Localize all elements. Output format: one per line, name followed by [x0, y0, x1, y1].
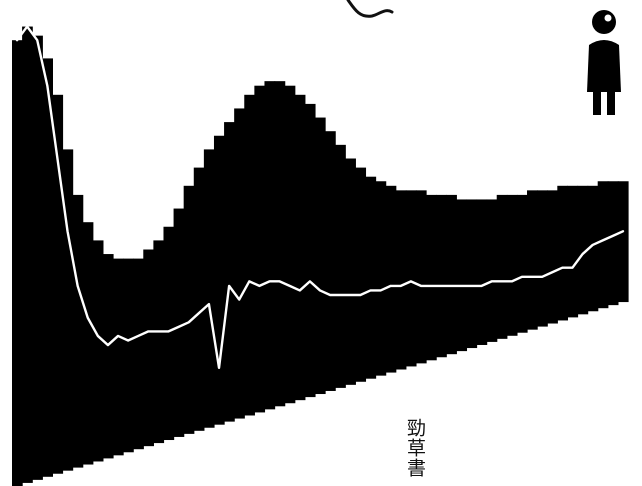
- chart-bar: [355, 167, 367, 382]
- chart-bar: [415, 190, 427, 364]
- vertical-caption: 勁草書: [404, 418, 426, 478]
- chart-bar: [133, 258, 144, 450]
- chart-bar: [193, 167, 205, 431]
- scribble-mark: [346, 0, 394, 18]
- chart-bar: [426, 194, 437, 361]
- series-line: [15, 25, 625, 369]
- chart-bar: [557, 185, 569, 321]
- chart-bar: [42, 58, 53, 477]
- chart-bar: [436, 194, 447, 358]
- chart-bar: [314, 117, 326, 395]
- chart-bar: [496, 194, 508, 339]
- chart-bar: [32, 35, 43, 480]
- chart-bar: [72, 194, 84, 468]
- chart-bar: [456, 199, 468, 352]
- standing-figure-icon: [587, 10, 621, 115]
- chart-bar: [516, 194, 528, 333]
- chart-bar: [304, 103, 316, 398]
- chart-bar: [486, 199, 498, 342]
- chart-bar: [446, 194, 457, 355]
- chart-bar: [274, 81, 286, 407]
- chart-bar: [325, 131, 336, 391]
- chart-bar: [92, 240, 104, 462]
- chart-bar: [102, 254, 114, 459]
- chart-bar: [82, 222, 94, 465]
- chart-bar: [335, 144, 346, 388]
- chart-bar: [264, 81, 276, 410]
- chart-bar: [123, 258, 134, 453]
- chart-bar: [577, 185, 589, 315]
- chart-bar: [506, 194, 518, 336]
- chart-bar: [234, 108, 245, 419]
- chart-bar: [375, 181, 387, 376]
- bars-layer: [12, 26, 629, 486]
- chart-bar: [587, 185, 599, 312]
- chart-bar: [385, 185, 397, 373]
- chart-bar: [537, 190, 548, 327]
- chart-bar: [203, 149, 215, 428]
- chart-bar: [62, 149, 74, 471]
- chart-bar: [617, 181, 629, 303]
- chart-bar: [112, 258, 124, 456]
- chart-bar: [466, 199, 478, 349]
- chart-bar: [153, 240, 165, 444]
- chart-bar: [244, 94, 255, 416]
- chart-bar: [294, 94, 306, 401]
- chart-bar: [213, 135, 225, 425]
- chart-bar: [607, 181, 619, 306]
- chart-bar: [173, 208, 185, 437]
- chart-bar: [547, 190, 558, 324]
- chart-bar: [395, 190, 407, 370]
- chart-bar: [254, 85, 266, 413]
- chart-bar: [476, 199, 488, 345]
- chart-bar: [284, 85, 296, 404]
- chart-bar: [345, 158, 356, 385]
- chart-bar: [567, 185, 579, 318]
- chart-bar: [52, 94, 64, 474]
- chart-bar: [22, 26, 33, 483]
- chart-bar: [365, 176, 377, 379]
- chart-bar: [12, 40, 23, 486]
- chart-bar: [224, 122, 235, 422]
- chart-bar: [405, 190, 417, 367]
- chart-bar: [143, 249, 154, 447]
- chart-bar: [163, 226, 175, 441]
- chart-bar: [183, 185, 195, 434]
- chart-bar: [597, 181, 609, 309]
- chart-bar: [527, 190, 538, 330]
